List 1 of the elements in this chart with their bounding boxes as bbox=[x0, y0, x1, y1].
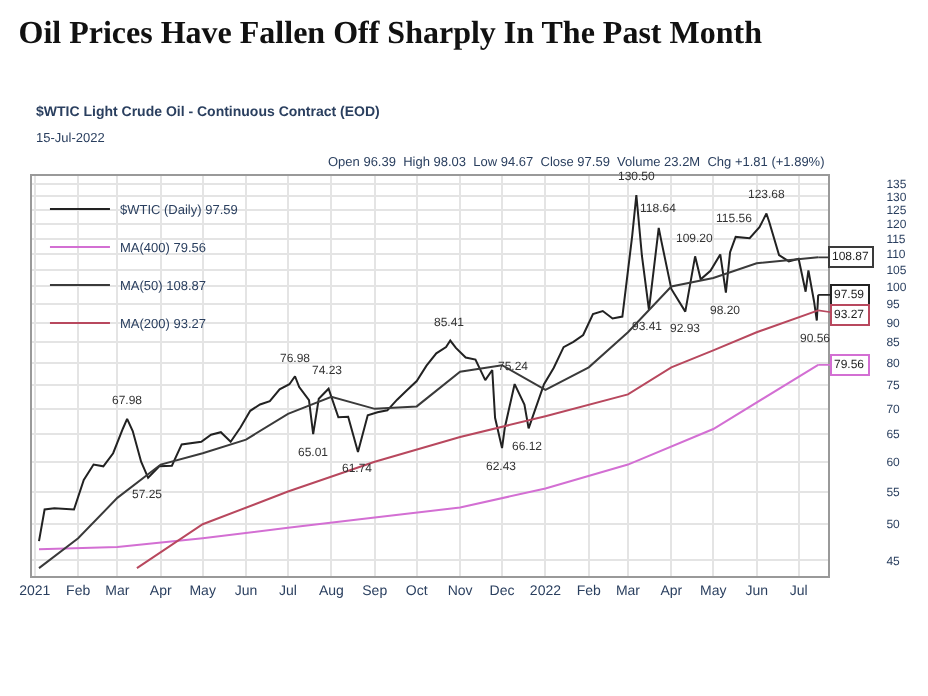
chart-title: Oil Prices Have Fallen Off Sharply In The Past Month bbox=[18, 17, 763, 52]
